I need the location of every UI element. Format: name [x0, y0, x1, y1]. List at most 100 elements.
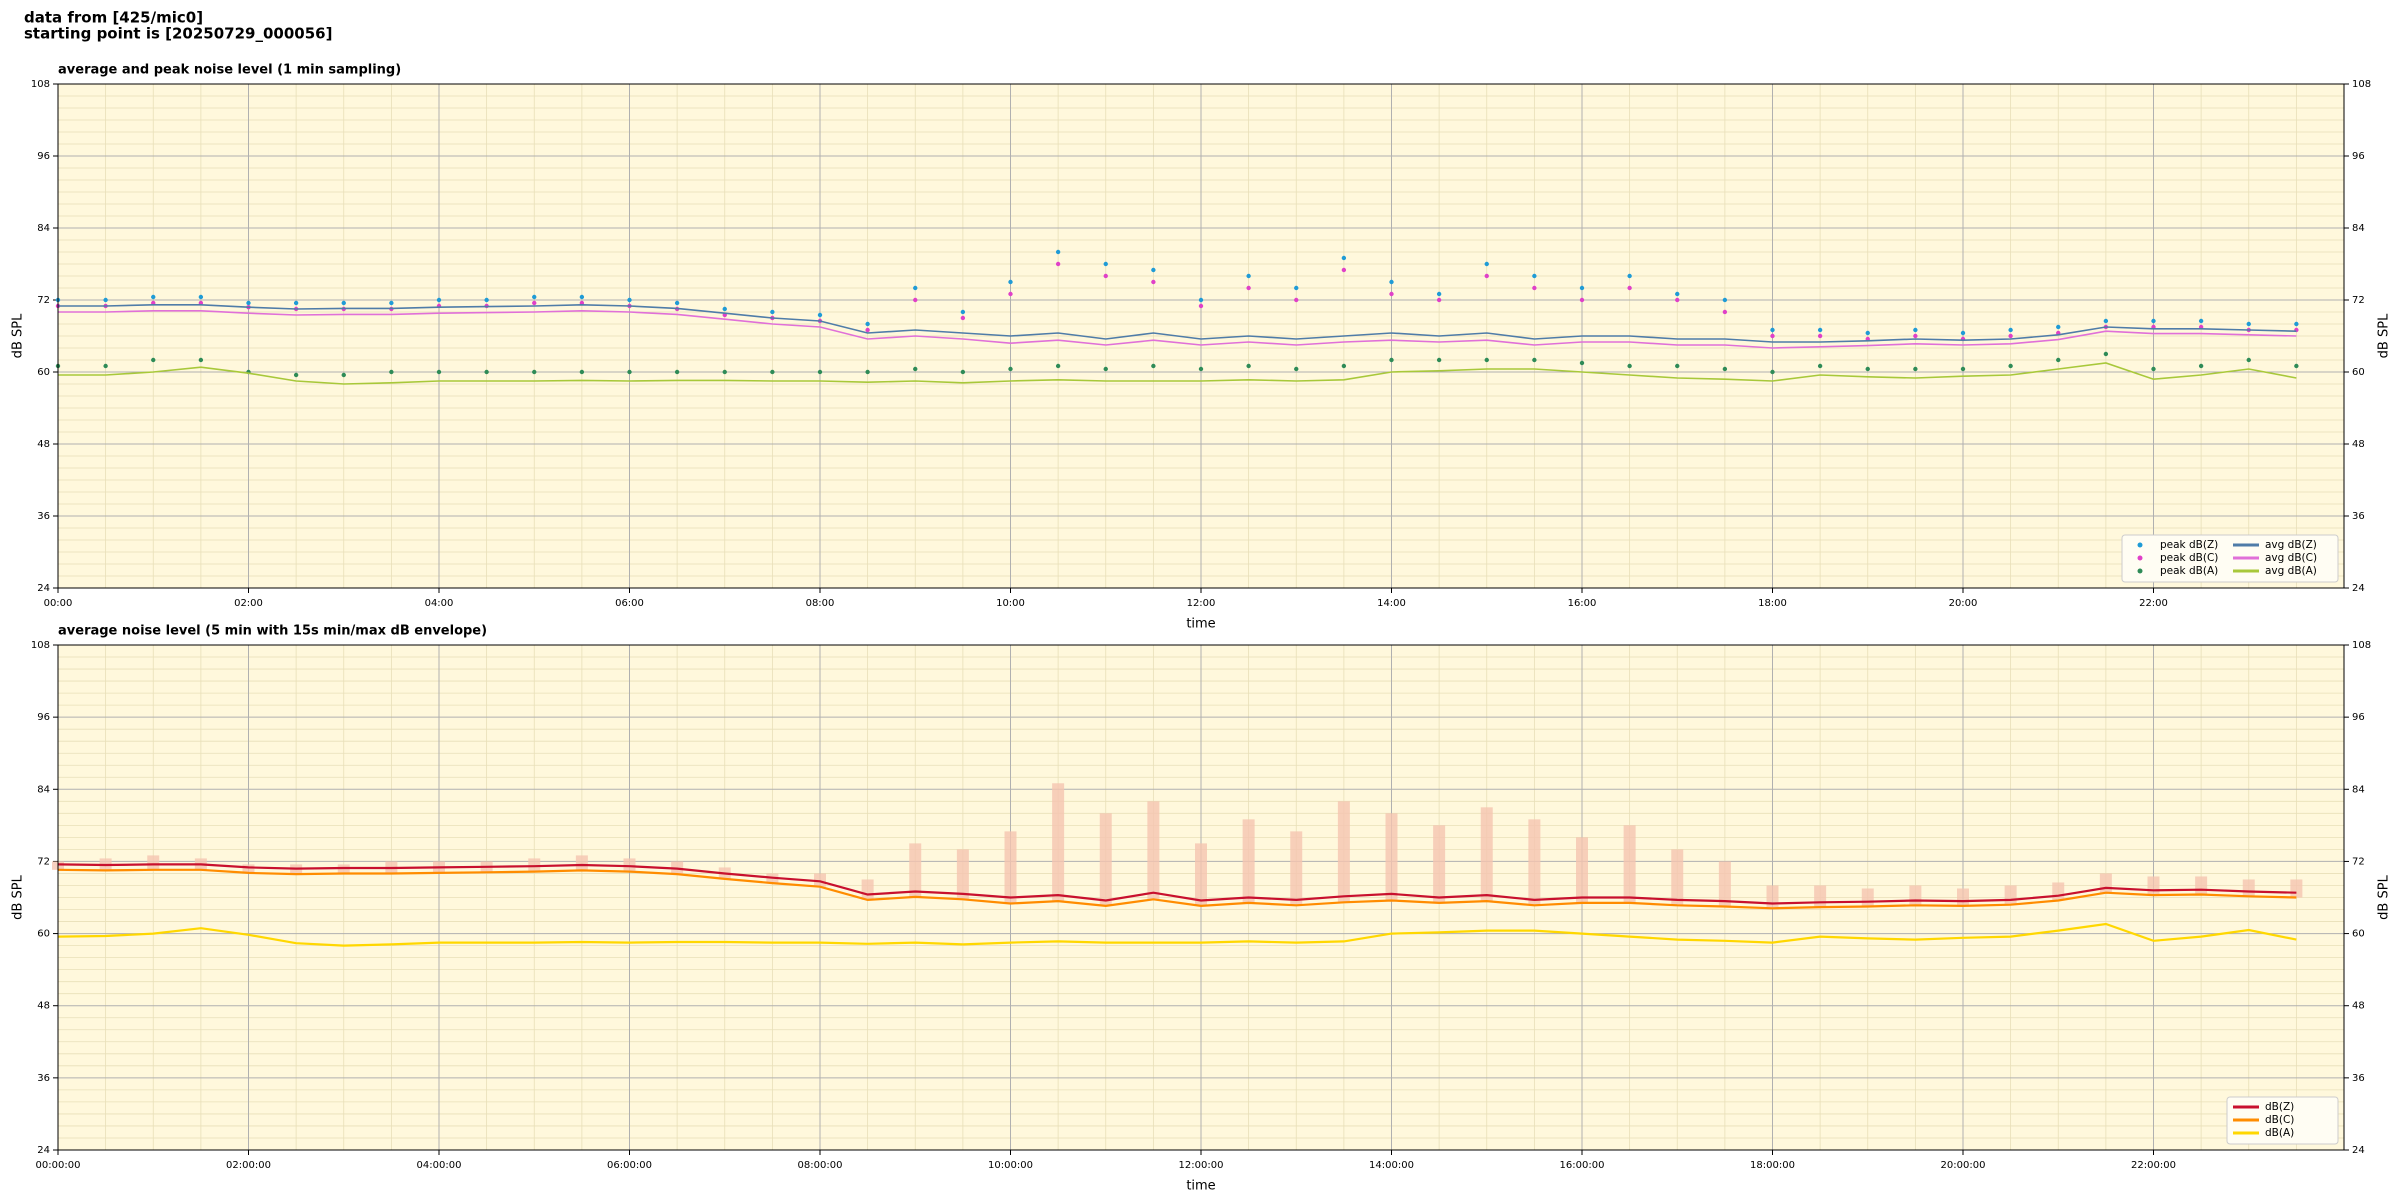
y-tick-label: 96: [37, 712, 50, 723]
envelope-bar: [1909, 885, 1922, 906]
peak-point: [579, 369, 585, 375]
peak-point: [389, 369, 394, 375]
y-tick-label: 108: [31, 79, 50, 90]
peak-point: [198, 294, 204, 300]
envelope-bar: [1337, 801, 1350, 903]
peak-point: [1103, 273, 1108, 279]
y-axis-label: dB SPL: [2377, 313, 2392, 358]
envelope-bar: [1861, 888, 1874, 907]
envelope-bar: [1528, 819, 1541, 906]
peak-point: [293, 372, 299, 378]
peak-point: [484, 369, 489, 375]
peak-point: [1436, 291, 1442, 297]
peak-point: [865, 369, 870, 375]
y-tick-label: 72: [37, 295, 50, 306]
peak-point: [1817, 333, 1823, 339]
y-tick-label: 48: [37, 1001, 50, 1012]
peak-point: [1817, 363, 1823, 369]
peak-point: [1198, 366, 1204, 372]
panel-title: average and peak noise level (1 min samp…: [58, 63, 401, 78]
peak-point: [1865, 330, 1870, 336]
peak-point: [1913, 366, 1918, 372]
peak-point: [2246, 357, 2251, 363]
peak-point: [1722, 366, 1728, 372]
x-tick-label: 08:00: [806, 598, 835, 609]
envelope-bar: [861, 879, 874, 900]
peak-point: [1055, 249, 1061, 255]
y-tick-label: 24: [2352, 583, 2365, 594]
envelope-bar: [1195, 843, 1207, 906]
x-tick-label: 04:00: [425, 598, 454, 609]
series-line: [57, 868, 2297, 910]
series-line: [58, 362, 2297, 385]
envelope-bar: [1290, 831, 1303, 906]
peak-point: [1532, 273, 1537, 279]
peak-point: [1008, 291, 1013, 297]
peak-point: [1389, 279, 1394, 285]
peak-point: [389, 300, 394, 306]
peak-point: [913, 285, 918, 291]
peak-point: [436, 297, 442, 303]
x-tick-label: 16:00:00: [1560, 1160, 1605, 1171]
peak-point: [1389, 357, 1394, 363]
peak-point: [770, 369, 775, 375]
peak-point: [1579, 285, 1585, 291]
legend-label: peak dB(A): [2160, 565, 2218, 577]
peak-point: [1675, 291, 1680, 297]
peak-point: [151, 357, 156, 363]
envelope-bar: [1957, 888, 1969, 906]
x-tick-label: 18:00: [1758, 598, 1787, 609]
peak-point: [770, 309, 775, 315]
envelope-bar: [1671, 849, 1684, 906]
x-tick-label: 20:00: [1949, 598, 1978, 609]
legend-label: peak dB(Z): [2160, 539, 2218, 551]
y-tick-label: 108: [2352, 79, 2371, 90]
peak-point: [579, 294, 585, 300]
peak-point: [1484, 357, 1489, 363]
envelope-bar: [1147, 801, 1160, 900]
x-tick-label: 16:00: [1568, 598, 1597, 609]
peak-point: [1341, 267, 1347, 273]
peak-point: [532, 294, 537, 300]
peak-point: [1627, 285, 1632, 291]
peak-point: [2198, 318, 2204, 324]
peak-point: [1722, 309, 1728, 315]
envelope-bar: [1718, 861, 1731, 907]
peak-point: [1151, 363, 1156, 369]
peak-point: [1103, 366, 1108, 372]
x-tick-label: 06:00: [615, 598, 644, 609]
peak-point: [913, 366, 918, 372]
x-axis-label: time: [1186, 1179, 1215, 1194]
y-tick-label: 96: [37, 151, 50, 162]
y-tick-label: 48: [37, 439, 50, 450]
plot-frame: [57, 644, 2345, 1151]
y-tick-label: 60: [2352, 367, 2365, 378]
peak-point: [1246, 285, 1251, 291]
peak-point: [2103, 351, 2109, 357]
y-tick-label: 84: [2352, 223, 2365, 234]
envelope-bar: [1576, 837, 1588, 903]
envelope-bar: [2004, 885, 2017, 905]
envelope-bar: [1623, 825, 1636, 903]
series-line: [58, 309, 2297, 349]
peak-point: [2198, 363, 2204, 369]
y-tick-label: 24: [37, 1145, 50, 1156]
peak-point: [246, 300, 251, 306]
plot-frame: [57, 83, 2345, 589]
peak-point: [341, 300, 346, 306]
peak-point: [198, 357, 204, 363]
peak-point: [1675, 297, 1680, 303]
peak-point: [1532, 285, 1537, 291]
envelope-bar: [1242, 819, 1255, 903]
x-tick-label: 10:00: [996, 598, 1025, 609]
envelope-bar: [2099, 873, 2112, 893]
y-tick-label: 96: [2352, 151, 2365, 162]
peak-point: [865, 327, 870, 333]
peak-point: [1960, 330, 1966, 336]
envelope-bar: [814, 873, 826, 887]
y-tick-label: 48: [2352, 1001, 2365, 1012]
peak-point: [1294, 285, 1299, 291]
peak-point: [817, 312, 823, 318]
peak-point: [103, 363, 108, 369]
peak-point: [1579, 297, 1585, 303]
